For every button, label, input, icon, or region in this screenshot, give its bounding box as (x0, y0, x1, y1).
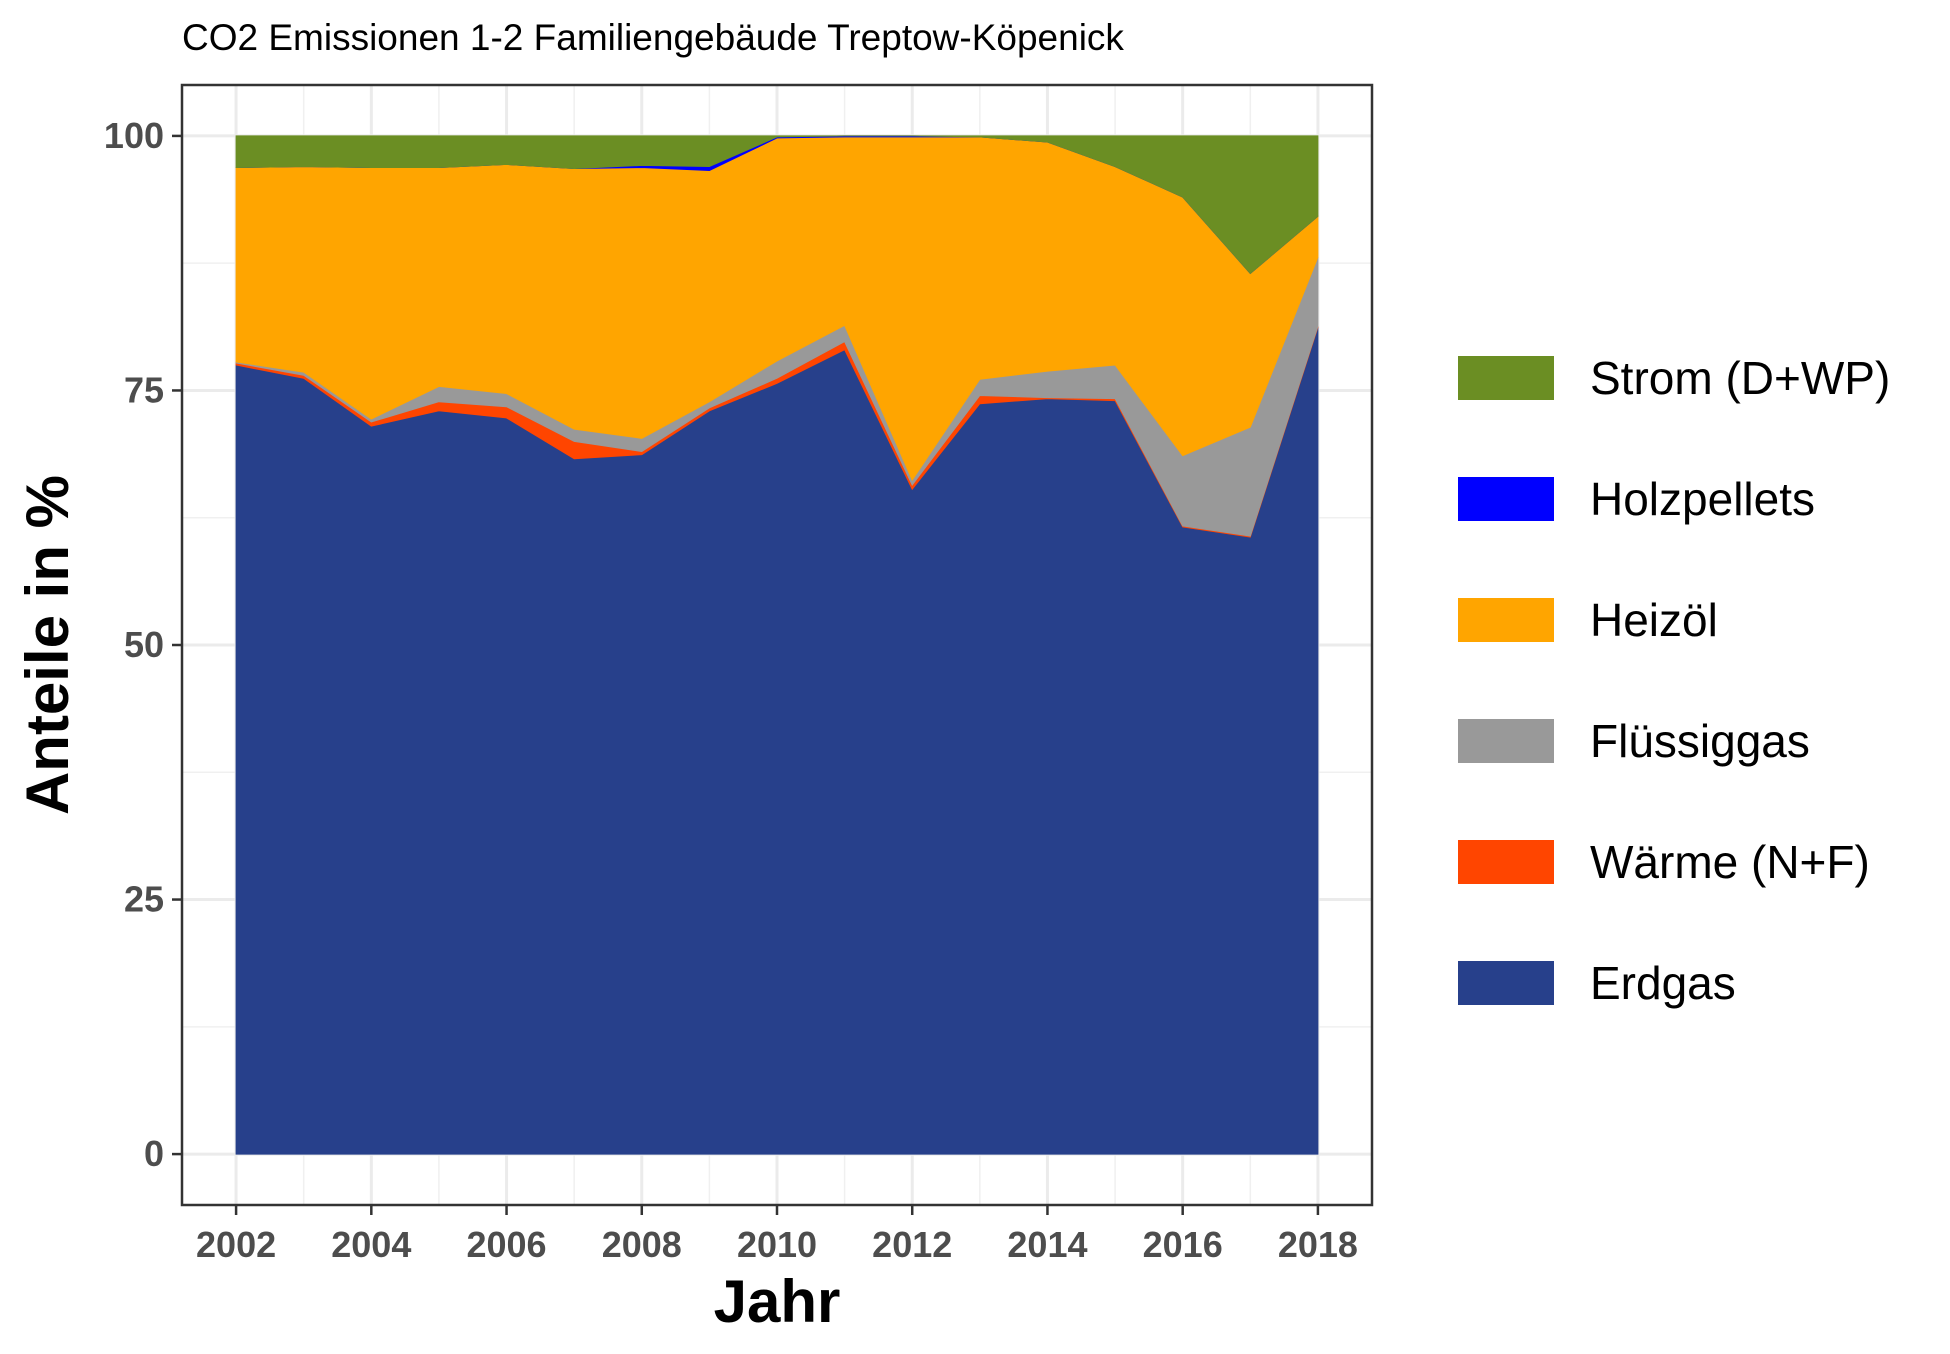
x-tick-label: 2014 (1007, 1224, 1087, 1265)
y-axis-title: Anteile in % (14, 475, 81, 815)
legend-key (1458, 719, 1554, 763)
x-tick-label: 2002 (196, 1224, 276, 1265)
area-series (235, 135, 1319, 1155)
y-tick-label: 0 (144, 1133, 164, 1174)
y-tick-label: 25 (124, 879, 164, 920)
x-tick-label: 2004 (331, 1224, 411, 1265)
legend-label: Wärme (N+F) (1590, 836, 1870, 888)
y-tick-label: 75 (124, 369, 164, 410)
x-tick-label: 2018 (1278, 1224, 1358, 1265)
chart-title: CO2 Emissionen 1-2 Familiengebäude Trept… (182, 17, 1124, 58)
legend-key (1458, 598, 1554, 642)
y-tick-label: 50 (124, 624, 164, 665)
x-tick-label: 2016 (1143, 1224, 1223, 1265)
x-tick-label: 2008 (602, 1224, 682, 1265)
legend-key (1458, 356, 1554, 400)
legend-label: Erdgas (1590, 957, 1736, 1009)
legend-key (1458, 477, 1554, 521)
x-tick-label: 2010 (737, 1224, 817, 1265)
x-tick-label: 2012 (872, 1224, 952, 1265)
legend-key (1458, 840, 1554, 884)
area-strom-d-wp (235, 135, 1319, 275)
legend-label: Heizöl (1590, 594, 1718, 646)
x-tick-label: 2006 (466, 1224, 546, 1265)
legend-label: Holzpellets (1590, 473, 1815, 525)
y-tick-label: 100 (104, 115, 164, 156)
x-axis-title: Jahr (714, 1268, 841, 1335)
legend-label: Flüssiggas (1590, 715, 1810, 767)
legend: Strom (D+WP) Holzpellets Heizöl Flüssiggas W… (1458, 352, 1890, 1009)
legend-label: Strom (D+WP) (1590, 352, 1890, 404)
axes: 0 25 50 75 100 2002 2004 2006 2008 2010 2012 2014 20… (104, 115, 1358, 1265)
legend-key (1458, 961, 1554, 1005)
